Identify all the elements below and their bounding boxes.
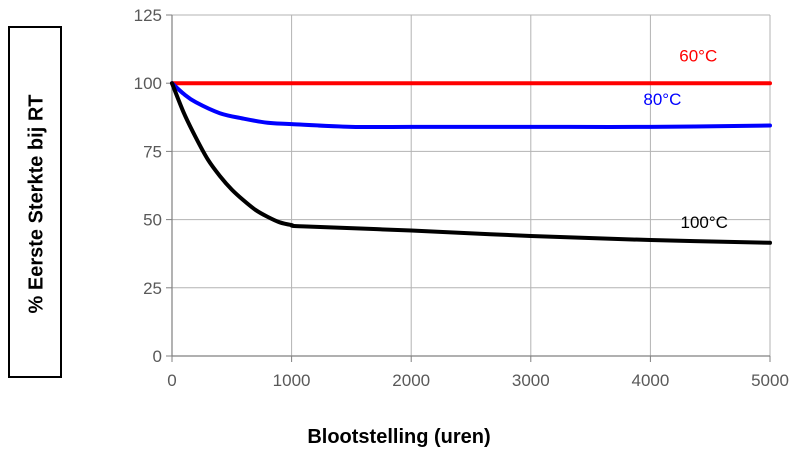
x-tick-label: 5000 [751, 371, 789, 390]
series-line-2 [170, 81, 772, 130]
x-tick-label: 1000 [273, 371, 311, 390]
y-axis-label-box: % Eerste Sterkte bij RT [8, 26, 62, 378]
tick-labels: 0 25 50 75 100 125 0 1000 2000 3000 4000 5000 [134, 6, 789, 390]
grid [172, 14, 771, 356]
y-tick-label: 100 [134, 74, 162, 93]
x-tick-label: 4000 [631, 371, 669, 390]
x-axis-label: Blootstelling (uren) [307, 426, 491, 448]
y-tick-label: 50 [143, 211, 162, 230]
y-tick-label: 25 [143, 279, 162, 298]
axes [166, 14, 771, 362]
y-axis-label: % Eerste Sterkte bij RT [25, 94, 48, 314]
series-labels: 60°C 80°C 100°C [643, 46, 728, 231]
y-tick-label: 75 [143, 142, 162, 161]
y-tick-label: 125 [134, 6, 162, 25]
series-label-1: 60°C [679, 46, 717, 65]
series-lines [170, 81, 772, 245]
y-tick-label: 0 [153, 347, 162, 366]
x-tick-label: 3000 [512, 371, 550, 390]
x-tick-label: 0 [167, 371, 176, 390]
series-line-3 [170, 81, 772, 245]
series-label-3: 100°C [680, 213, 727, 232]
series-label-2: 80°C [643, 90, 681, 109]
x-tick-label: 2000 [392, 371, 430, 390]
